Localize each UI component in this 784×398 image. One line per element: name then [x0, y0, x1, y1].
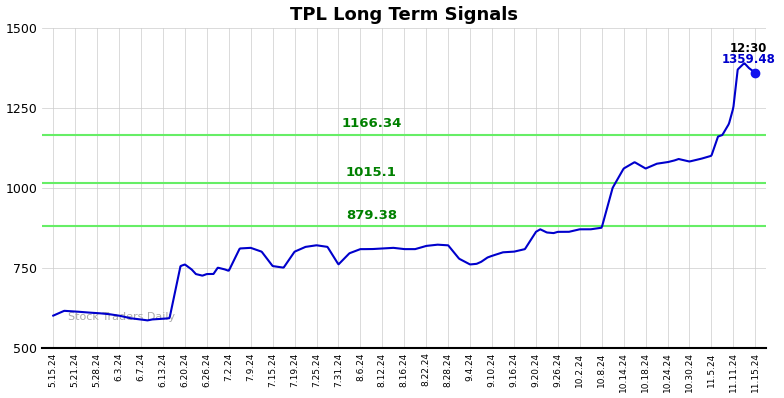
Text: 1166.34: 1166.34 — [341, 117, 401, 131]
Text: 879.38: 879.38 — [346, 209, 397, 222]
Title: TPL Long Term Signals: TPL Long Term Signals — [290, 6, 518, 23]
Text: Stock Traders Daily: Stock Traders Daily — [67, 312, 175, 322]
Text: 1359.48: 1359.48 — [722, 53, 775, 66]
Text: 12:30: 12:30 — [730, 42, 768, 55]
Text: 1015.1: 1015.1 — [346, 166, 397, 179]
